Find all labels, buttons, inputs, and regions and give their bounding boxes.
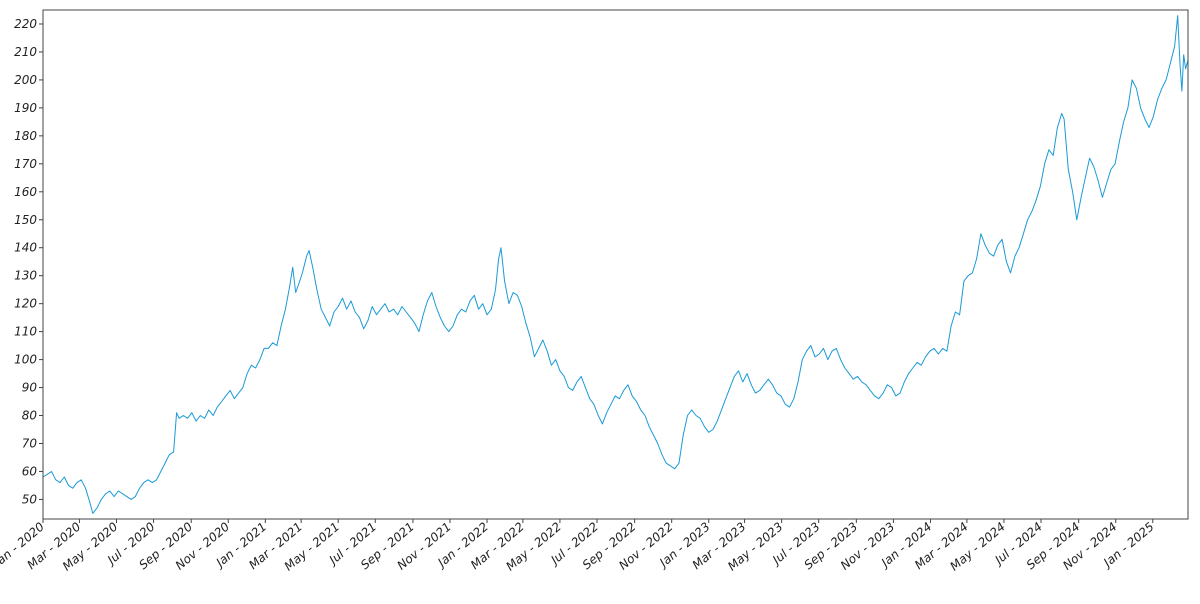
y-tick-label: 130 bbox=[14, 269, 37, 283]
y-tick-label: 120 bbox=[14, 297, 37, 311]
y-tick-label: 210 bbox=[14, 45, 37, 59]
series-line-0 bbox=[42, 15, 1189, 514]
plot-area bbox=[42, 15, 1189, 514]
y-tick-label: 140 bbox=[14, 241, 37, 255]
y-tick-label: 150 bbox=[14, 213, 37, 227]
y-tick-label: 110 bbox=[14, 325, 37, 339]
y-tick-label: 190 bbox=[14, 101, 37, 115]
y-tick-label: 220 bbox=[14, 17, 37, 31]
y-tick-label: 180 bbox=[14, 129, 37, 143]
y-tick-label: 90 bbox=[22, 381, 38, 395]
y-tick-label: 70 bbox=[22, 436, 38, 450]
y-tick-label: 80 bbox=[22, 409, 38, 423]
y-tick-label: 170 bbox=[14, 157, 37, 171]
y-axis: 50 60 70 80 90 100 110 120 130 140 150 160 170 180 190… bbox=[14, 17, 43, 506]
y-tick-label: 60 bbox=[22, 464, 38, 478]
y-tick-label: 200 bbox=[14, 73, 37, 87]
y-tick-label: 100 bbox=[14, 353, 37, 367]
y-tick-label: 160 bbox=[14, 185, 37, 199]
y-tick-label: 50 bbox=[22, 492, 38, 506]
plot-frame bbox=[42, 9, 1189, 520]
